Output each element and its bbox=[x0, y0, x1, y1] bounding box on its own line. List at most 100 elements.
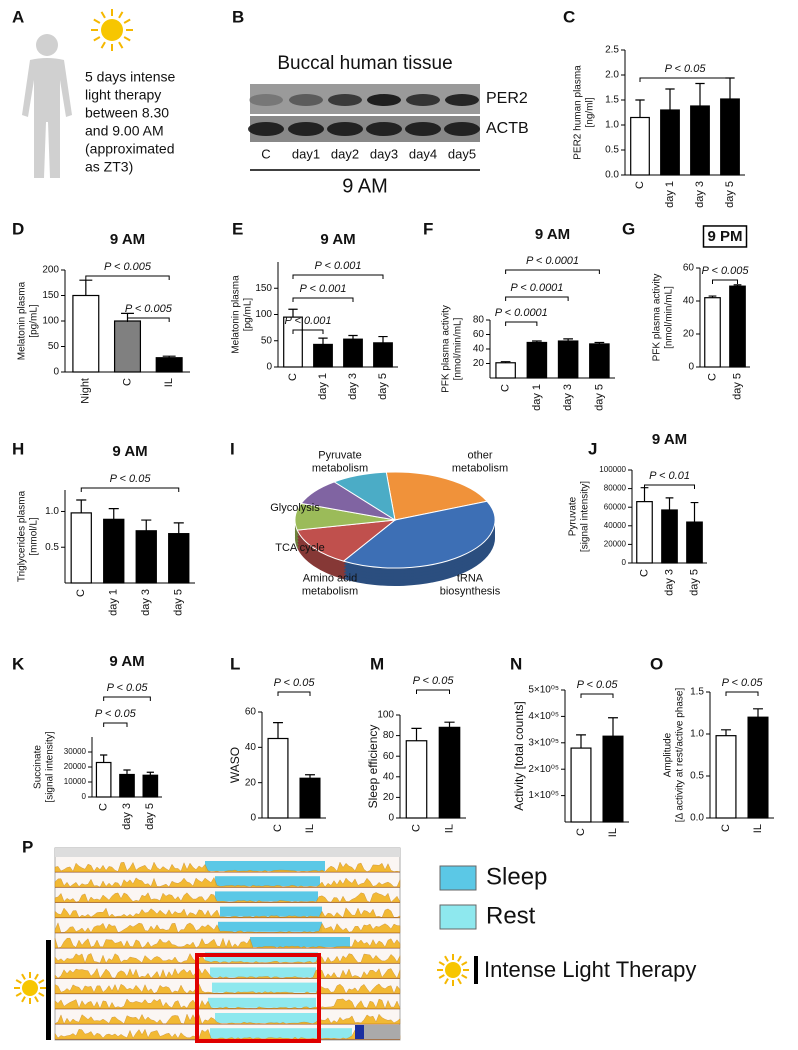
y-tick-label: 40000 bbox=[604, 521, 627, 530]
y-tick-label: 200 bbox=[42, 265, 59, 276]
error-bar bbox=[563, 338, 573, 342]
y-tick-label: 40 bbox=[383, 771, 395, 782]
x-tick-label: Night bbox=[80, 378, 92, 404]
chart-title: 9 AM bbox=[320, 231, 355, 248]
y-tick-label: 0 bbox=[622, 558, 627, 567]
error-bar bbox=[100, 754, 108, 763]
slice-label: biosynthesis bbox=[440, 585, 501, 597]
bar bbox=[661, 509, 678, 564]
bar bbox=[113, 320, 142, 373]
significance-bracket bbox=[712, 279, 738, 284]
y-tick-label: 150 bbox=[42, 290, 59, 301]
sun-ray bbox=[438, 961, 445, 966]
y-tick-label: 60 bbox=[473, 329, 485, 340]
panel-label: M bbox=[370, 654, 384, 673]
bar bbox=[557, 340, 579, 379]
sun-ray bbox=[118, 41, 124, 49]
y-tick-label: 100 bbox=[377, 710, 394, 721]
slice-label: TCA cycle bbox=[275, 542, 325, 554]
x-tick-label: day 1 bbox=[108, 589, 120, 616]
x-tick-label: day 3 bbox=[121, 803, 133, 830]
error-bar bbox=[690, 501, 699, 523]
bar bbox=[690, 105, 710, 176]
y-axis-label: [Δ activity at rest/active phase] bbox=[675, 688, 686, 823]
bar bbox=[313, 343, 333, 368]
activity-trace bbox=[54, 907, 401, 918]
y-tick-label: 0 bbox=[266, 362, 272, 373]
x-tick-label: IL bbox=[163, 378, 175, 387]
chart-title: 9 AM bbox=[112, 443, 147, 460]
panel-label: C bbox=[563, 7, 575, 26]
y-tick-label: 2.0 bbox=[605, 70, 619, 81]
pie-slice bbox=[296, 519, 397, 562]
bar bbox=[155, 357, 183, 373]
y-tick-label: 40 bbox=[473, 344, 485, 355]
sun-ray bbox=[100, 11, 106, 19]
chart-title: 9 AM bbox=[110, 231, 145, 248]
sleep-bar bbox=[208, 997, 316, 1008]
bar bbox=[119, 773, 135, 798]
panel-label: J bbox=[588, 439, 597, 458]
bar bbox=[570, 747, 592, 823]
x-tick-label: C bbox=[500, 384, 512, 392]
therapy-text: as ZT3) bbox=[85, 159, 133, 175]
error-bar bbox=[500, 361, 511, 363]
y-tick-label: 0.0 bbox=[690, 813, 704, 824]
x-tick-label: C bbox=[634, 181, 646, 189]
sun-ray bbox=[438, 974, 445, 979]
bar bbox=[660, 109, 680, 176]
sun-ray bbox=[93, 18, 101, 24]
sleep-bar bbox=[210, 1028, 352, 1039]
significance-label: P < 0.05 bbox=[110, 473, 152, 485]
pie-slice bbox=[333, 471, 396, 522]
x-tick-label: day 5 bbox=[173, 589, 185, 616]
significance-bracket bbox=[725, 691, 759, 696]
panel-label: L bbox=[230, 654, 240, 673]
x-tick-label: day 5 bbox=[724, 181, 736, 208]
band-label: ACTB bbox=[486, 120, 529, 137]
panel-label: P bbox=[22, 837, 33, 856]
significance-bracket bbox=[80, 487, 180, 492]
y-tick-label: 1×10⁰⁵ bbox=[528, 790, 559, 801]
significance-label: P < 0.0001 bbox=[495, 307, 548, 319]
sun-ray bbox=[21, 973, 26, 980]
person-silhouette bbox=[22, 34, 72, 178]
lane-label: day4 bbox=[409, 146, 437, 161]
slice-label: metabolism bbox=[452, 462, 508, 474]
significance-label: P < 0.005 bbox=[702, 265, 750, 277]
title-box bbox=[702, 225, 748, 248]
error-bar bbox=[288, 308, 298, 318]
x-tick-label: C bbox=[121, 378, 133, 386]
y-tick-label: 2×10⁰⁵ bbox=[528, 764, 559, 775]
bar bbox=[495, 362, 516, 379]
error-bar bbox=[665, 88, 675, 110]
significance-label: P < 0.005 bbox=[125, 303, 173, 315]
error-bar bbox=[108, 508, 119, 520]
bar bbox=[630, 116, 650, 176]
bar bbox=[168, 533, 190, 584]
sun-ray bbox=[461, 961, 468, 966]
slice-label: Pyruvate bbox=[318, 449, 361, 461]
sleep-bar bbox=[218, 921, 322, 932]
error-bar bbox=[305, 774, 315, 779]
significance-label: P < 0.05 bbox=[413, 675, 455, 687]
therapy-text: 5 days intense bbox=[85, 69, 175, 85]
error-bar bbox=[665, 497, 674, 510]
y-tick-label: 1.0 bbox=[45, 506, 59, 517]
error-bar bbox=[162, 355, 176, 358]
significance-bracket bbox=[505, 321, 538, 326]
y-tick-label: 20 bbox=[473, 358, 485, 369]
y-tick-label: 0 bbox=[82, 792, 87, 801]
x-tick-label: C bbox=[706, 373, 718, 381]
sun-ray bbox=[38, 979, 45, 984]
slice-label: metabolism bbox=[312, 462, 368, 474]
error-bar bbox=[146, 771, 154, 776]
blot-band bbox=[288, 122, 324, 136]
y-tick-label: 100 bbox=[255, 309, 272, 320]
panel-label: F bbox=[423, 219, 433, 238]
y-tick-label: 0.5 bbox=[45, 542, 59, 553]
y-tick-label: 20000 bbox=[604, 540, 627, 549]
y-tick-label: 80 bbox=[473, 315, 485, 326]
y-tick-label: 3×10⁰⁵ bbox=[528, 737, 559, 748]
y-tick-label: 0 bbox=[53, 367, 59, 378]
